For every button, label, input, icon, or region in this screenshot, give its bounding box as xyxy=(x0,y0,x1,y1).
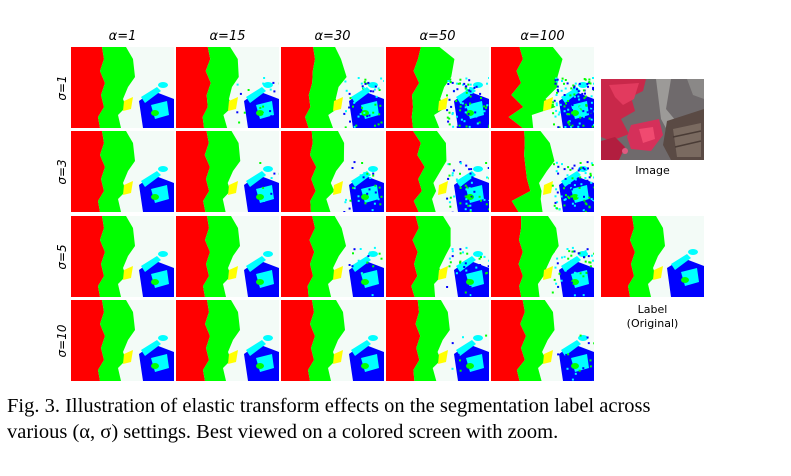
transformed-label-tile xyxy=(71,47,174,128)
transformed-label-tile xyxy=(281,300,384,381)
transformed-label-tile xyxy=(491,300,594,381)
image-label: Image xyxy=(635,164,670,177)
transformed-label-tile xyxy=(386,300,489,381)
transformed-label-tile xyxy=(71,300,174,381)
transformed-label-tile xyxy=(386,131,489,212)
caption-line-1: Fig. 3. Illustration of elastic transfor… xyxy=(7,395,651,417)
transformed-label-tile xyxy=(176,47,279,128)
row-label-sigma-10: σ=10 xyxy=(55,324,69,358)
row-label-sigma-5: σ=5 xyxy=(55,244,69,270)
original-label xyxy=(601,216,704,297)
row-label-sigma-3: σ=3 xyxy=(55,159,69,185)
transformed-label-tile xyxy=(71,216,174,297)
transformed-label-tile xyxy=(491,47,594,128)
transformed-label-tile xyxy=(281,131,384,212)
column-label-alpha-30: α=30 xyxy=(314,29,351,44)
figure-caption: Fig. 3. Illustration of elastic transfor… xyxy=(7,393,782,445)
label-caption-line-1: Label xyxy=(637,303,668,316)
transformed-label-tile xyxy=(176,131,279,212)
transformed-label-tile xyxy=(281,216,384,297)
column-label-alpha-100: α=100 xyxy=(520,29,565,44)
transformed-label-tile xyxy=(176,216,279,297)
transformed-label-tile xyxy=(491,131,594,212)
row-label-sigma-1: σ=1 xyxy=(55,75,69,101)
column-label-alpha-15: α=15 xyxy=(209,29,246,44)
transformed-label-tile xyxy=(386,216,489,297)
label-caption-line-2: (Original) xyxy=(626,317,679,330)
column-label-alpha-50: α=50 xyxy=(419,29,456,44)
column-label-alpha-1: α=1 xyxy=(108,29,137,44)
transformed-label-tile xyxy=(71,131,174,212)
transformed-label-tile xyxy=(386,47,489,128)
figure: α=1 α=15 α=30 α=50 α=100 σ=1 σ=3 σ=5 σ=1… xyxy=(55,29,704,381)
transformed-label-tile xyxy=(491,216,594,297)
original-image xyxy=(601,79,704,160)
transformed-label-tile xyxy=(281,47,384,128)
caption-line-2: various (α, σ) settings. Best viewed on … xyxy=(7,421,559,443)
transformed-label-tile xyxy=(176,300,279,381)
